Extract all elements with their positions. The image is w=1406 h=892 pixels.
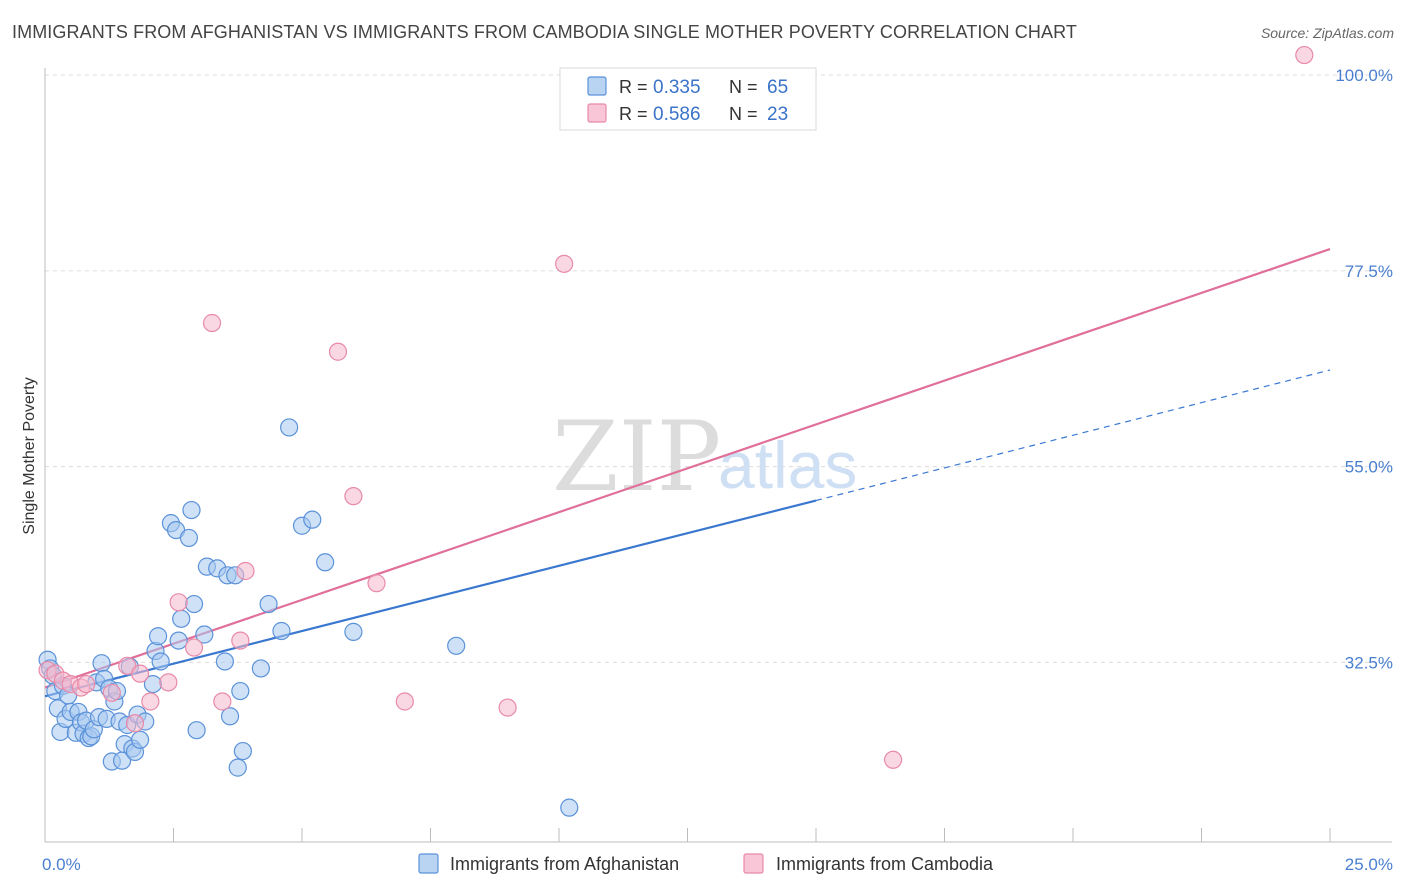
correlation-legend: R = 0.335 N = 65 R = 0.586 N = 23 [559, 67, 817, 131]
tick-labels: 32.5% 55.0% 77.5% 100.0% 0.0% 25.0% [42, 66, 1393, 874]
bottom-legend-swatch-cambodia [743, 853, 764, 874]
afghanistan-point-58 [233, 741, 252, 761]
afghanistan-point-67 [447, 636, 466, 655]
cambodia-point-25 [1295, 45, 1314, 65]
cambodia-point-9 [130, 664, 150, 683]
grid-lines [45, 74, 1392, 663]
cambodia-point-19 [344, 487, 363, 506]
trend-line-solid-1 [44, 248, 1331, 689]
cambodia-point-14 [202, 313, 222, 333]
cambodia-point-18 [328, 342, 348, 361]
legend-n-label-cambodia: N = [729, 104, 758, 124]
bottom-legend-label-cambodia: Immigrants from Cambodia [776, 854, 994, 874]
cambodia-point-24 [883, 750, 903, 769]
legend-r-label-cambodia: R = [619, 104, 648, 124]
cambodia-point-8 [125, 714, 145, 733]
cambodia-point-22 [498, 698, 517, 717]
cambodia-point-10 [141, 692, 160, 711]
y-tick-label-3: 100.0% [1335, 66, 1393, 85]
afghanistan-point-65 [316, 553, 335, 572]
afghanistan-point-48 [187, 721, 206, 740]
y-axis-title: Single Mother Poverty [21, 377, 38, 534]
watermark-zip: ZIP [552, 401, 721, 513]
afghanistan-point-35 [130, 730, 150, 749]
cambodia-point-23 [555, 254, 574, 273]
afghanistan-point-66 [344, 622, 363, 641]
afghanistan-point-60 [259, 594, 278, 614]
afghanistan-point-56 [228, 758, 247, 777]
axes [44, 68, 1392, 843]
afghanistan-point-45 [179, 528, 199, 548]
legend-r-value-cambodia: 0.586 [653, 104, 701, 125]
afghanistan-point-39 [148, 627, 168, 646]
afghanistan-point-52 [215, 652, 234, 671]
series-legend: Immigrants from Afghanistan Immigrants f… [418, 853, 994, 874]
data-points [38, 45, 1314, 817]
afghanistan-point-46 [182, 500, 201, 520]
trend-line-solid-0 [44, 499, 817, 698]
y-tick-label-1: 55.0% [1345, 458, 1393, 477]
x-tick-label-0: 0.0% [42, 855, 81, 874]
afghanistan-point-54 [220, 707, 240, 726]
legend-r-value-afghanistan: 0.335 [653, 77, 701, 98]
cambodia-point-21 [395, 692, 414, 711]
cambodia-point-12 [169, 593, 188, 612]
cambodia-point-15 [213, 692, 232, 711]
bottom-legend-swatch-afghanistan [418, 853, 439, 874]
afghanistan-point-40 [151, 652, 170, 671]
afghanistan-point-43 [169, 631, 188, 650]
legend-swatch-afghanistan [587, 76, 607, 96]
y-tick-label-2: 77.5% [1345, 262, 1393, 281]
legend-n-value-cambodia: 23 [767, 104, 788, 125]
afghanistan-point-64 [303, 510, 322, 529]
cambodia-point-17 [236, 561, 255, 581]
afghanistan-point-47 [184, 594, 204, 614]
chart-source: Source: ZipAtlas.com [1260, 25, 1394, 41]
watermark-atlas: atlas [718, 428, 857, 502]
cambodia-point-20 [367, 574, 386, 593]
afghanistan-point-44 [172, 609, 191, 628]
trend-line-dashed-0 [815, 369, 1331, 502]
watermark: ZIP atlas [552, 401, 857, 513]
afghanistan-point-61 [272, 621, 291, 641]
afghanistan-point-57 [231, 681, 250, 701]
legend-swatch-cambodia [587, 103, 607, 123]
legend-n-value-afghanistan: 65 [767, 77, 788, 98]
cambodia-point-13 [184, 638, 204, 657]
cambodia-point-5 [77, 674, 96, 694]
trend-lines [44, 248, 1331, 698]
cambodia-point-11 [159, 673, 178, 692]
afghanistan-point-49 [195, 625, 214, 644]
afghanistan-point-20 [92, 654, 111, 673]
x-tick-label-1: 25.0% [1345, 855, 1393, 874]
cambodia-point-16 [231, 631, 250, 650]
bottom-legend-label-afghanistan: Immigrants from Afghanistan [450, 854, 679, 874]
afghanistan-point-59 [251, 659, 270, 678]
y-tick-label-0: 32.5% [1345, 653, 1393, 672]
afghanistan-point-62 [280, 418, 299, 437]
cambodia-point-6 [102, 683, 121, 702]
afghanistan-point-68 [560, 798, 579, 817]
chart-title: IMMIGRANTS FROM AFGHANISTAN VS IMMIGRANT… [12, 22, 1077, 42]
legend-n-label-afghanistan: N = [729, 77, 758, 97]
legend-r-label-afghanistan: R = [619, 77, 648, 97]
